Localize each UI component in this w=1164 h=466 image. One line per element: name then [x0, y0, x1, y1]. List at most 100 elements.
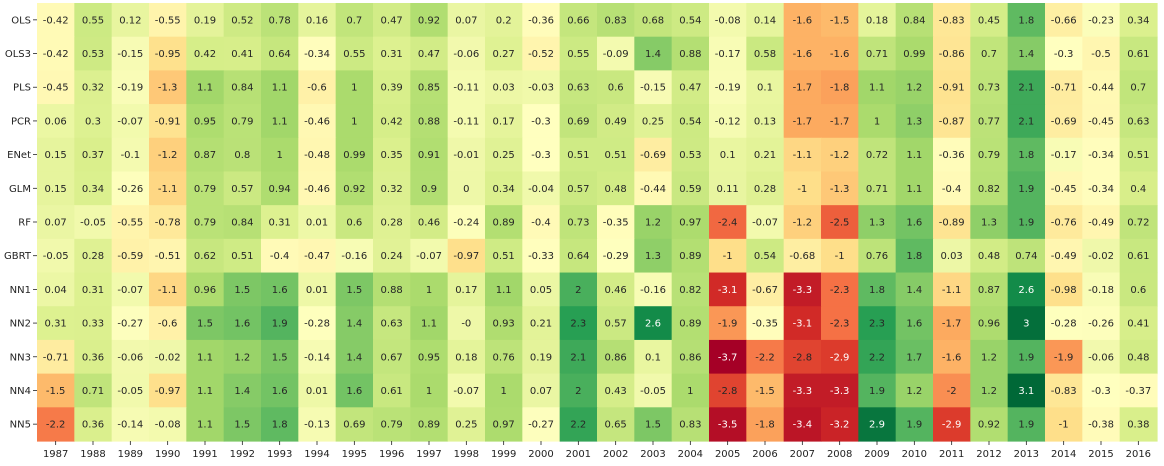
heatmap-cell: [933, 306, 971, 341]
cell-value-label: 1: [874, 116, 880, 127]
heatmap-cell: [373, 137, 411, 173]
heatmap-cell: [74, 36, 113, 71]
heatmap-cell: [821, 306, 859, 341]
heatmap-cell: [970, 306, 1009, 341]
x-tick-label: 2011: [939, 449, 964, 460]
cell-value-label: -0.3: [1054, 49, 1074, 60]
cell-value-label: -0.29: [603, 251, 629, 262]
cell-value-label: -0.6: [307, 83, 327, 94]
cell-value-label: 0.07: [455, 15, 477, 26]
cell-value-label: -2.9: [942, 420, 962, 431]
cell-value-label: 1.6: [234, 319, 250, 330]
heatmap-cell: [74, 3, 113, 38]
cell-value-label: -1.3: [158, 83, 178, 94]
heatmap-cell: [485, 339, 523, 375]
heatmap-cell: [149, 238, 187, 274]
heatmap-cell: [1007, 3, 1046, 38]
heatmap-cell: [149, 373, 187, 408]
heatmap-cell: [149, 3, 187, 38]
cell-value-label: 0.59: [679, 184, 701, 195]
cell-value-label: 0.87: [194, 150, 216, 161]
cell-value-label: -1.1: [942, 285, 962, 296]
x-tick-label: 2014: [1051, 449, 1076, 460]
cell-value-label: -3.5: [718, 420, 738, 431]
heatmap-cell: [447, 36, 486, 71]
heatmap-cell: [821, 70, 859, 105]
cell-value-label: 2.3: [570, 319, 586, 330]
cell-value-label: -0.03: [528, 83, 554, 94]
cell-value-label: -0.68: [789, 251, 815, 262]
heatmap-cell: [74, 238, 113, 274]
heatmap-cell: [149, 36, 187, 71]
cell-value-label: -1.8: [830, 83, 850, 94]
y-tick-label: PLS: [13, 83, 31, 94]
heatmap-cell: [671, 70, 710, 105]
cell-value-label: -0.71: [1051, 83, 1077, 94]
y-tick-label: NN1: [10, 285, 31, 296]
heatmap-cell: [111, 3, 150, 38]
cell-value-label: -0.14: [117, 420, 143, 431]
heatmap-cell: [186, 339, 225, 375]
cell-value-label: -0.27: [117, 319, 143, 330]
cell-value-label: 1.8: [906, 251, 922, 262]
cell-value-label: 0.63: [567, 83, 589, 94]
heatmap-cell: [186, 272, 225, 307]
cell-value-label: 1.4: [1018, 49, 1034, 60]
cell-value-label: 0.86: [679, 352, 701, 363]
cell-value-label: 0.86: [605, 352, 627, 363]
cell-value-label: -3.4: [793, 420, 813, 431]
cell-value-label: 0.92: [418, 15, 440, 26]
cell-value-label: -3.2: [830, 420, 850, 431]
cell-value-label: -0.52: [528, 49, 554, 60]
heatmap-cell: [783, 137, 822, 173]
cell-value-label: -1.2: [830, 150, 850, 161]
heatmap-cell: [746, 104, 785, 139]
cell-value-label: 0.35: [381, 150, 403, 161]
cell-value-label: 1.1: [272, 116, 288, 127]
heatmap-cell: [298, 205, 337, 240]
heatmap-cell: [1007, 104, 1046, 139]
heatmap-cell: [709, 36, 747, 71]
heatmap-cell: [970, 3, 1009, 38]
heatmap-cell: [447, 205, 486, 240]
cell-value-label: -1.7: [830, 116, 850, 127]
cell-value-label: 0.03: [493, 83, 515, 94]
heatmap-cell: [671, 407, 710, 442]
heatmap-cell: [37, 104, 75, 139]
cell-value-label: 0.89: [493, 218, 515, 229]
cell-value-label: -0.02: [1088, 251, 1114, 262]
cell-value-label: 0.41: [231, 49, 253, 60]
cell-value-label: -3.7: [718, 352, 738, 363]
heatmap-cell: [149, 70, 187, 105]
cell-value-label: -0.44: [640, 184, 666, 195]
cell-value-label: 0.71: [866, 184, 888, 195]
cell-value-label: 0.6: [346, 218, 362, 229]
heatmap-cell: [746, 137, 785, 173]
cell-value-label: 1.8: [869, 285, 885, 296]
cell-value-label: 0.6: [608, 83, 624, 94]
heatmap-cell: [1007, 339, 1046, 375]
heatmap-cell: [1119, 137, 1158, 173]
heatmap-cell: [186, 3, 225, 38]
cell-value-label: 1.9: [1018, 184, 1034, 195]
x-tick-label: 2016: [1126, 449, 1151, 460]
cell-value-label: -0.08: [715, 15, 741, 26]
cell-value-label: 1: [351, 83, 357, 94]
cell-value-label: -0.91: [155, 116, 181, 127]
heatmap-cell: [746, 36, 785, 71]
heatmap-cell: [186, 70, 225, 105]
heatmap-cell: [559, 171, 598, 206]
heatmap-cell: [186, 373, 225, 408]
cell-value-label: 1.9: [272, 319, 288, 330]
heatmap-cell: [1045, 205, 1083, 240]
cell-value-label: -0.36: [939, 150, 965, 161]
heatmap-cell: [671, 272, 710, 307]
cell-value-label: 0.65: [605, 420, 627, 431]
cell-value-label: 0.84: [231, 83, 253, 94]
heatmap-cell: [709, 407, 747, 442]
x-tick-label: 2002: [603, 449, 628, 460]
heatmap-cell: [783, 171, 822, 206]
cell-value-label: -1.7: [793, 83, 813, 94]
heatmap-cell: [970, 137, 1009, 173]
cell-value-label: -0.07: [117, 116, 143, 127]
